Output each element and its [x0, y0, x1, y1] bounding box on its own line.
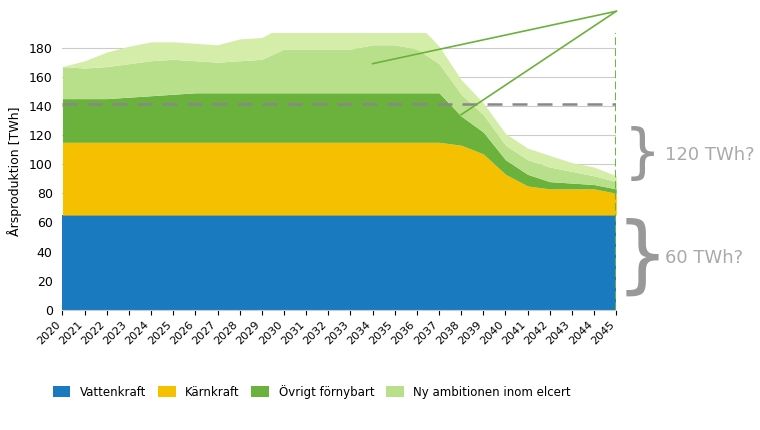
Text: }: } [624, 126, 660, 183]
Text: 120 TWh?: 120 TWh? [665, 146, 755, 164]
Legend: Vattenkraft, Kärnkraft, Övrigt förnybart, Ny ambitionen inom elcert: Vattenkraft, Kärnkraft, Övrigt förnybart… [48, 380, 575, 403]
Text: }: } [616, 218, 669, 298]
Y-axis label: Årsproduktion [TWh]: Årsproduktion [TWh] [7, 107, 22, 236]
Text: 60 TWh?: 60 TWh? [665, 249, 743, 267]
